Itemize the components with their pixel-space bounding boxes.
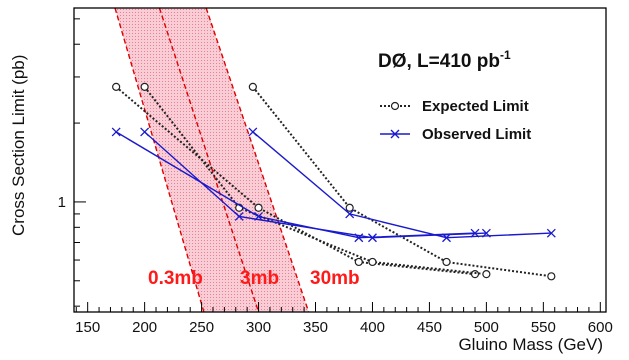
x-tick-label: 500	[474, 319, 499, 336]
expected-point	[248, 82, 257, 91]
expected-point	[354, 257, 363, 267]
legend-observed-label: Observed Limit	[422, 126, 531, 143]
expected-point	[547, 272, 556, 281]
axis-ticks: 150 200 250 300 350 400 450 500 550 600 1	[58, 18, 613, 336]
legend: Expected Limit Observed Limit	[380, 98, 531, 143]
observed-point	[442, 233, 451, 243]
series-lines	[111, 82, 556, 281]
x-tick-label: 400	[360, 319, 385, 336]
y-tick-label: 1	[58, 194, 66, 211]
legend-expected-label: Expected Limit	[422, 98, 529, 115]
band-label-3mb: 3mb	[240, 268, 279, 289]
x-tick-label: 250	[189, 319, 214, 336]
legend-expected-swatch	[380, 101, 410, 111]
observed-point	[111, 127, 121, 137]
plot-frame	[73, 7, 607, 313]
x-tick-label: 600	[588, 319, 613, 336]
expected-line-2	[252, 86, 552, 278]
observed-point	[368, 233, 377, 243]
legend-observed-swatch	[380, 129, 410, 139]
expected-point	[368, 257, 377, 267]
expected-point	[482, 270, 491, 279]
band-edge-0	[114, 8, 205, 312]
expected-point	[442, 257, 451, 267]
observed-point	[546, 228, 556, 238]
expected-point	[470, 270, 480, 279]
chart-title-superscript: -1	[500, 48, 511, 62]
band-shading	[115, 8, 309, 312]
expected-point	[345, 203, 354, 212]
x-tick-label: 150	[75, 319, 100, 336]
observed-line-2	[252, 131, 552, 239]
band-label-30mb: 30mb	[310, 268, 360, 289]
x-tick-label: 300	[246, 319, 271, 336]
x-tick-label: 200	[132, 319, 157, 336]
band-edge-2	[205, 8, 310, 312]
expected-point	[112, 82, 121, 91]
observed-point	[248, 127, 258, 137]
x-tick-label: 350	[303, 319, 328, 336]
observed-line-1	[144, 131, 487, 239]
expected-line-0	[115, 86, 476, 276]
band-label-0.3mb: 0.3mb	[148, 268, 203, 289]
observed-point	[345, 209, 355, 219]
x-tick-label: 450	[417, 319, 442, 336]
expected-point	[140, 82, 149, 91]
expected-line-1	[143, 86, 487, 276]
chart-title: DØ, L=410 pb-1	[378, 48, 511, 72]
x-axis-title: Gluino Mass (GeV)	[458, 335, 603, 354]
mass-bands	[114, 8, 310, 312]
x-tick-label: 550	[531, 319, 556, 336]
y-axis-title: Cross Section Limit (pb)	[9, 55, 28, 236]
observed-point	[140, 127, 150, 137]
band-edge-1	[158, 8, 260, 312]
expected-point	[254, 203, 263, 212]
observed-point	[234, 212, 244, 221]
chart-title-main: DØ, L=410 pb	[378, 51, 500, 72]
